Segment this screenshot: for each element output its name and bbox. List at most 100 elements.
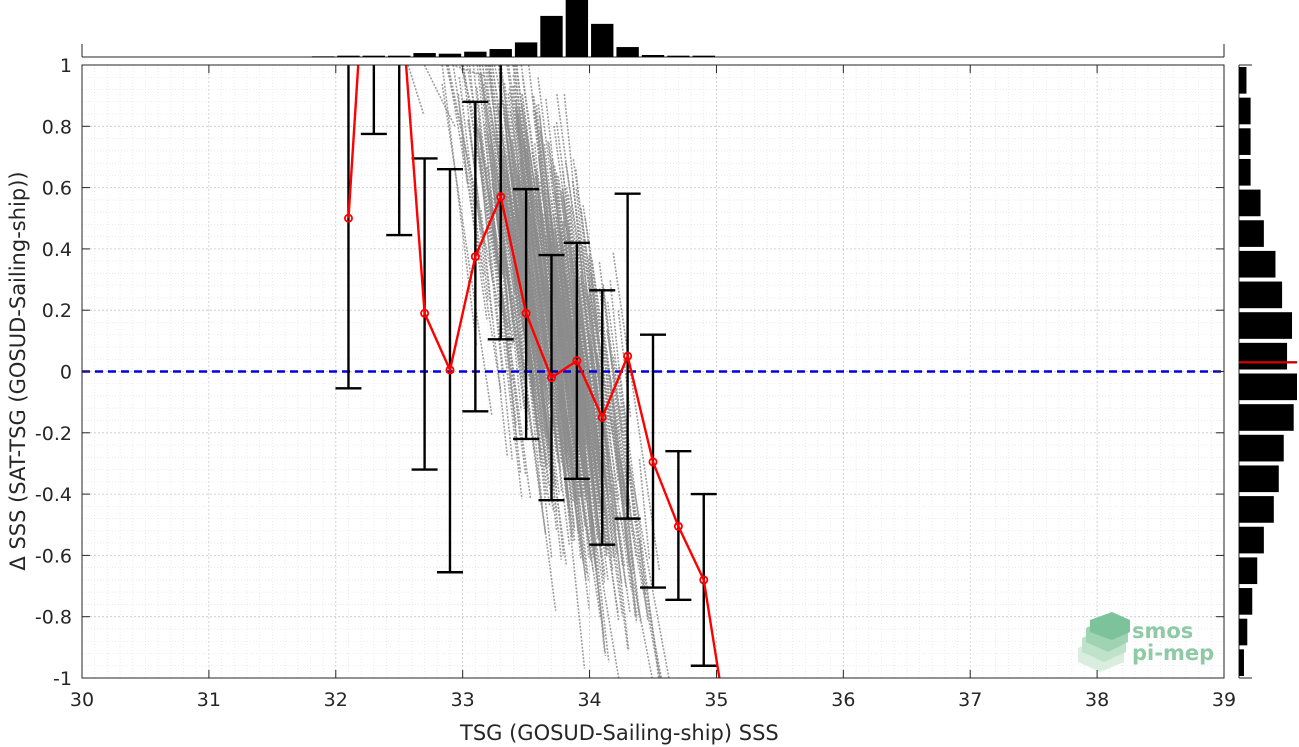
top-histogram-bar: [514, 42, 538, 57]
scatter-streak: [555, 199, 599, 540]
scatter-streak: [560, 232, 608, 551]
top-histogram-bar: [591, 23, 614, 57]
y-tick-label: 0.6: [42, 178, 72, 200]
right-histogram-bars: [1239, 67, 1297, 676]
right-histogram-bar: [1239, 404, 1294, 431]
x-tick-label: 35: [704, 689, 728, 711]
scatter-streak: [620, 459, 642, 623]
scatter-streak: [509, 224, 524, 330]
top-histogram-bar: [438, 53, 462, 57]
scatter-streak: [565, 275, 596, 530]
scatter-streak: [590, 274, 601, 333]
top-histogram-bar: [362, 55, 386, 57]
scatter-streak: [537, 308, 549, 382]
scatter-streak: [493, 191, 514, 344]
scatter-streak: [540, 291, 551, 373]
scatter-streak: [600, 418, 653, 679]
scatter-streak: [483, 130, 518, 443]
scatter-streak: [463, 73, 493, 319]
scatter-streak: [580, 208, 592, 288]
mean-point: [673, 521, 683, 531]
scatter-streak: [476, 201, 489, 301]
logo-icon: [1078, 612, 1130, 672]
right-histogram-bar: [1239, 557, 1258, 585]
scatter-streak: [472, 64, 484, 153]
scatter-streak: [480, 73, 529, 431]
scatter-streak: [531, 202, 574, 465]
scatter-streak: [577, 328, 593, 449]
scatter-streak: [546, 190, 573, 418]
top-histogram-bar: [388, 55, 411, 57]
right-histogram-bar: [1239, 67, 1247, 94]
right-histogram-bar: [1239, 158, 1251, 186]
scatter-streak: [475, 87, 487, 166]
scatter-streak: [489, 144, 509, 303]
mean-point: [572, 356, 582, 366]
scatter-streak: [590, 345, 627, 588]
scatter-streak: [551, 252, 585, 563]
top-histogram-bar: [311, 56, 335, 58]
scatter-streak: [612, 252, 661, 571]
x-tick-label: 39: [1212, 689, 1236, 711]
y-tick-label: 0.2: [42, 300, 72, 322]
scatter-streak: [488, 70, 520, 326]
x-tick-label: 33: [451, 689, 475, 711]
scatter-streak: [543, 213, 571, 477]
scatter-streak: [460, 64, 490, 178]
y-tick-label: 0.4: [42, 239, 72, 261]
scatter-streak: [573, 336, 606, 577]
y-tick-labels: -1 -0.8 -0.6 -0.4 -0.2 0 0.2 0.4 0.6 0.8 1: [35, 55, 72, 690]
top-histogram-bar: [464, 51, 487, 57]
scatter-streak: [504, 124, 543, 371]
scatter-streak: [589, 288, 599, 342]
scatter-streak: [511, 294, 525, 374]
x-tick-label: 30: [70, 689, 94, 711]
top-histogram-bar: [565, 0, 589, 57]
scatter-streak: [526, 203, 539, 280]
mean-line: [343, 65, 721, 678]
y-tick-label: -0.6: [35, 545, 72, 567]
top-histogram-bar: [540, 15, 563, 58]
y-axis-title: Δ SSS (SAT-TSG (GOSUD-Sailing-ship)): [6, 171, 30, 570]
scatter-streak: [530, 233, 571, 545]
scatter-streak: [608, 398, 636, 616]
x-tick-label: 32: [324, 689, 348, 711]
right-histogram-bar: [1239, 465, 1279, 493]
scatter-streak: [598, 364, 624, 566]
main-plot: smos pi-mep: [81, 64, 1225, 679]
y-tick-label: -1: [53, 668, 72, 690]
mean-point: [648, 457, 658, 467]
right-histogram: [1238, 64, 1297, 679]
scatter-streak: [505, 134, 544, 408]
right-histogram-bar: [1239, 312, 1293, 339]
right-histogram-bar: [1239, 128, 1251, 155]
right-histogram-bar: [1239, 97, 1251, 125]
scatter-streak: [480, 209, 509, 458]
smos-pi-mep-logo: smos pi-mep: [1078, 612, 1214, 672]
top-histogram-bar: [413, 53, 436, 57]
scatter-streak: [532, 195, 545, 265]
x-tick-label: 31: [197, 689, 221, 711]
y-tick-label: -0.8: [35, 607, 72, 629]
logo-line1: smos: [1132, 619, 1193, 643]
scatter-streak: [557, 298, 572, 389]
top-histogram-bar: [616, 47, 639, 57]
scatter-streak: [488, 125, 529, 423]
y-tick-label: 0.8: [42, 116, 72, 138]
logo-line2: pi-mep: [1132, 641, 1214, 665]
scatter-streak: [562, 171, 595, 455]
scatter-streak: [507, 126, 534, 361]
scatter-streak: [515, 211, 542, 461]
scatter-streak: [572, 248, 613, 558]
mean-point: [699, 575, 709, 585]
scatter-streak: [561, 296, 581, 456]
scatter-streak: [588, 295, 617, 532]
scatter-streak: [555, 172, 566, 227]
x-tick-label: 36: [831, 689, 855, 711]
mean-point: [470, 252, 480, 262]
mean-point: [420, 308, 430, 318]
scatter-streak: [534, 306, 561, 495]
scatter-streak: [609, 375, 634, 569]
mean-polyline: [347, 65, 721, 678]
y-tick-label: 1: [60, 55, 72, 77]
